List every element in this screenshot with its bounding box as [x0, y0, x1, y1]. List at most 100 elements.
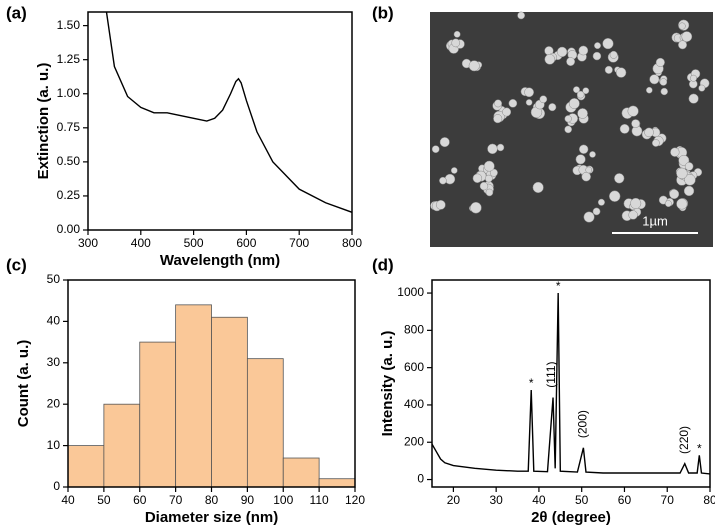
- x-tick-label: 30: [489, 493, 503, 507]
- particle: [628, 210, 638, 220]
- plot-frame: [87, 11, 353, 231]
- particle: [496, 143, 505, 152]
- x-tick-label: 600: [236, 236, 256, 250]
- particle: [678, 40, 687, 50]
- y-tick-label: 0.25: [57, 188, 81, 202]
- particle: [468, 60, 480, 72]
- y-tick-label: 40: [47, 314, 61, 328]
- particle: [548, 103, 557, 112]
- x-tick-label: 110: [310, 493, 329, 507]
- particle: [592, 51, 602, 61]
- particle: [479, 181, 489, 191]
- particle: [630, 197, 642, 209]
- annotation: *: [529, 376, 534, 390]
- x-tick-label: 100: [273, 493, 293, 507]
- particle: [589, 151, 596, 158]
- x-tick-label: 90: [241, 493, 255, 507]
- y-tick-label: 0.50: [57, 154, 81, 168]
- particle: [585, 166, 593, 174]
- particle: [576, 90, 585, 99]
- x-tick-label: 800: [342, 236, 362, 250]
- x-tick-label: 60: [618, 493, 632, 507]
- x-tick-label: 300: [78, 236, 98, 250]
- y-tick-label: 0.75: [57, 120, 81, 134]
- y-axis-title: Extinction (a. u.): [35, 63, 52, 180]
- particle: [439, 176, 447, 185]
- scale-bar-label: 1µm: [642, 213, 668, 228]
- particle: [678, 22, 686, 30]
- histogram-bar: [175, 304, 212, 488]
- particle: [684, 162, 694, 171]
- x-tick-label: 700: [289, 236, 309, 250]
- particle: [681, 31, 693, 42]
- particle: [575, 154, 586, 165]
- particle: [556, 46, 568, 58]
- x-tick-label: 80: [205, 493, 219, 507]
- particle: [544, 53, 556, 65]
- particle: [564, 115, 572, 123]
- particle: [524, 87, 534, 98]
- particle: [450, 167, 458, 174]
- y-tick-label: 600: [404, 360, 424, 374]
- particle: [566, 57, 575, 66]
- x-tick-label: 400: [131, 236, 151, 250]
- annotation: (200): [576, 410, 590, 438]
- particle: [470, 201, 482, 214]
- particle: [539, 95, 548, 104]
- particle: [435, 200, 446, 210]
- particle: [451, 38, 461, 48]
- histogram-bar: [282, 457, 320, 488]
- particle: [655, 57, 665, 67]
- particle: [583, 211, 595, 223]
- data-line: [105, 12, 352, 213]
- particle: [631, 119, 640, 128]
- panel-label: (a): [6, 3, 27, 22]
- particle: [573, 86, 580, 94]
- particle: [564, 125, 572, 134]
- particle: [665, 200, 672, 208]
- particle: [581, 172, 591, 182]
- y-tick-label: 200: [404, 434, 424, 448]
- particle: [644, 127, 654, 138]
- y-axis-title: Count (a. u.): [15, 340, 32, 427]
- x-tick-label: 40: [61, 493, 75, 507]
- particle: [579, 144, 589, 154]
- x-tick-label: 60: [133, 493, 147, 507]
- particle: [517, 11, 525, 20]
- y-tick-label: 0: [417, 472, 424, 486]
- particle: [676, 198, 688, 210]
- particle: [615, 67, 627, 78]
- particle: [577, 108, 588, 119]
- particle: [597, 198, 605, 206]
- particle: [604, 65, 613, 74]
- x-tick-label: 500: [184, 236, 204, 250]
- annotation: *: [697, 441, 702, 455]
- particle: [525, 99, 533, 106]
- particle: [484, 174, 493, 183]
- x-tick-label: 120: [345, 493, 365, 507]
- particle: [627, 105, 639, 117]
- panel-label: (b): [372, 3, 394, 22]
- x-tick-label: 40: [532, 493, 546, 507]
- particle: [690, 74, 697, 82]
- particle: [582, 87, 590, 95]
- particle: [670, 147, 680, 157]
- histogram-bar: [67, 445, 105, 488]
- histogram-bar: [318, 478, 356, 488]
- histogram-bar: [103, 403, 141, 488]
- y-tick-label: 10: [47, 438, 61, 452]
- x-tick-label: 50: [575, 493, 589, 507]
- y-tick-label: 0: [53, 479, 60, 493]
- y-tick-label: 400: [404, 397, 424, 411]
- particle: [659, 78, 668, 86]
- particle: [594, 42, 601, 50]
- particle: [609, 190, 621, 202]
- particle: [568, 98, 580, 109]
- panel-label: (d): [372, 255, 394, 274]
- particle: [453, 30, 461, 38]
- particle: [669, 189, 680, 200]
- x-tick-label: 70: [661, 493, 675, 507]
- y-tick-label: 0.00: [57, 222, 81, 236]
- histogram-bar: [139, 341, 177, 488]
